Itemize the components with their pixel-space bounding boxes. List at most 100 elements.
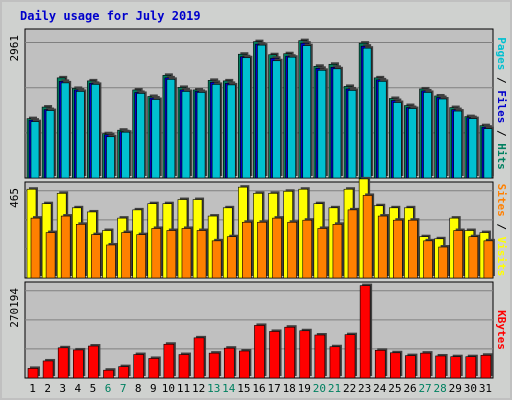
panel-1-max-label: 465 [8,188,21,208]
panel-2-max-label: 270194 [8,288,21,328]
day-label-4: 4 [75,382,82,395]
bar-sites-6 [106,244,116,279]
bar-kbytes-7 [118,366,129,379]
bar-pages-27 [423,92,432,179]
bar-pages-8 [136,93,145,179]
panel-1-legend-item-1: / [495,217,508,237]
day-label-29: 29 [449,382,462,395]
bar-pages-18 [287,56,296,179]
day-label-8: 8 [135,382,142,395]
bar-sites-10 [166,230,177,279]
bar-kbytes-6 [103,369,114,379]
bar-kbytes-28 [435,355,446,379]
bar-kbytes-29 [450,356,462,379]
day-label-24: 24 [373,382,387,395]
bar-sites-5 [91,234,101,279]
bar-sites-8 [136,234,146,279]
bar-sites-16 [257,221,267,279]
panel-0-legend-item-4: Hits [495,143,508,170]
bar-pages-23 [362,47,372,179]
day-label-27: 27 [418,382,431,395]
bar-pages-7 [121,131,130,179]
bar-pages-9 [151,99,161,179]
bar-pages-31 [483,128,493,179]
day-label-21: 21 [328,382,341,395]
bar-pages-10 [166,79,176,179]
bar-pages-12 [196,92,206,179]
bar-sites-3 [60,215,71,279]
bar-kbytes-11 [178,354,190,379]
bar-pages-19 [302,45,312,179]
bar-kbytes-8 [133,354,144,379]
bar-kbytes-31 [480,354,492,379]
bar-kbytes-18 [284,326,295,379]
bar-kbytes-3 [57,347,69,379]
day-label-14: 14 [222,382,236,395]
day-label-19: 19 [298,382,311,395]
bar-kbytes-30 [465,356,477,379]
bar-kbytes-24 [374,349,386,379]
bar-sites-17 [272,217,282,279]
bar-kbytes-9 [148,358,160,379]
bar-pages-6 [106,136,115,179]
bar-sites-27 [423,240,433,279]
panel-1-legend-item-2: Visits [495,237,508,277]
day-label-28: 28 [434,382,447,395]
bar-kbytes-26 [405,355,416,379]
bar-sites-20 [317,228,328,279]
bar-sites-23 [362,195,373,279]
bar-kbytes-22 [344,334,356,379]
bar-kbytes-25 [390,352,401,379]
bar-pages-28 [438,98,447,179]
bar-kbytes-19 [299,330,311,379]
bar-pages-11 [181,91,191,179]
panel-0-legend-item-1: / [495,70,508,90]
bar-kbytes-15 [239,350,250,379]
bar-pages-29 [453,110,463,179]
panel-1-legend-item-0: Sites [495,184,508,217]
bar-sites-22 [347,209,358,279]
panel-0-legend-item-3: / [495,123,508,143]
bar-sites-30 [468,236,479,279]
panel-2-legend: KBytes [495,310,508,350]
bar-pages-14 [226,84,236,179]
panel-0-legend-item-0: Pages [495,37,508,70]
bar-kbytes-13 [208,352,220,379]
bar-kbytes-10 [163,343,175,379]
bar-sites-21 [332,224,343,279]
bar-pages-24 [377,81,387,179]
bar-pages-15 [242,57,251,179]
day-label-1: 1 [29,382,36,395]
bar-kbytes-16 [254,325,265,379]
day-label-10: 10 [162,382,175,395]
bar-pages-25 [393,102,402,179]
bar-kbytes-4 [72,349,84,379]
bar-sites-29 [453,230,464,279]
panel-0-legend: Pages / Files / Hits [495,37,508,170]
bar-sites-1 [30,217,41,279]
bar-kbytes-21 [329,346,341,379]
bar-sites-2 [45,232,56,279]
bar-sites-14 [226,236,237,279]
day-label-15: 15 [237,382,250,395]
day-label-20: 20 [313,382,326,395]
bar-kbytes-2 [42,360,54,379]
day-label-11: 11 [177,382,190,395]
bar-kbytes-27 [420,352,431,379]
day-label-3: 3 [59,382,66,395]
panel-2-legend-item-0: KBytes [495,310,508,350]
bar-kbytes-5 [88,345,99,379]
bar-sites-25 [393,219,403,279]
day-label-26: 26 [403,382,416,395]
day-label-31: 31 [479,382,492,395]
bar-pages-17 [272,60,281,179]
bar-sites-11 [181,228,192,279]
bar-sites-7 [121,232,131,279]
bar-pages-4 [75,91,85,179]
bar-sites-4 [75,224,86,279]
bar-pages-1 [30,121,40,179]
bar-sites-9 [151,228,162,279]
bar-pages-26 [408,108,417,179]
day-label-16: 16 [252,382,265,395]
day-label-6: 6 [105,382,112,395]
